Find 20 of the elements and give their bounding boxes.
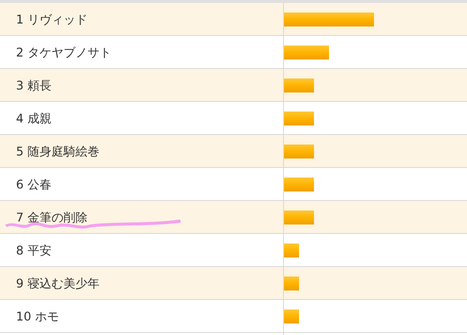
bar (284, 244, 300, 258)
bar (284, 78, 314, 92)
bar (284, 310, 300, 324)
bar (284, 144, 314, 158)
bar (284, 210, 314, 224)
y-tick-label: 3 頼長 (16, 78, 52, 92)
bar (284, 112, 314, 126)
y-tick-label: 5 随身庭騎絵巻 (16, 144, 100, 158)
bar (284, 178, 314, 192)
y-tick-label: 7 金筆の削除 (16, 210, 88, 224)
bar (284, 46, 329, 60)
bar (284, 276, 300, 290)
y-tick-label: 6 公春 (16, 178, 52, 192)
bar (284, 12, 374, 26)
y-tick-label: 9 寝込む美少年 (16, 276, 100, 290)
y-tick-label: 8 平安 (16, 244, 52, 258)
y-tick-label: 2 タケヤブノサト (16, 46, 112, 60)
y-tick-label: 4 成親 (16, 112, 52, 126)
y-tick-label: 1 リヴィッド (16, 12, 88, 26)
y-tick-label: 10 ホモ (16, 310, 60, 324)
